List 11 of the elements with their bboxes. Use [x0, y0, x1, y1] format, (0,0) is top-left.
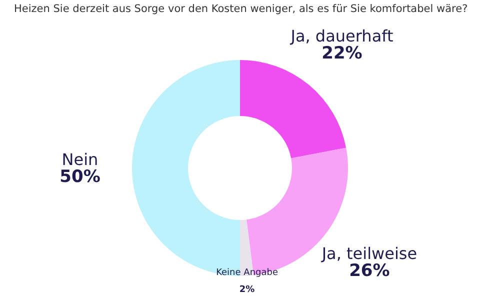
slice-label: Keine Angabe — [216, 268, 278, 278]
slice-label: Ja, dauerhaft — [290, 26, 394, 46]
data-label: 2% — [239, 284, 255, 295]
chart-title: Heizen Sie derzeit aus Sorge vor den Kosten weniger, als es für Sie komfortabel wäre? — [14, 3, 468, 16]
data-label: 50% — [60, 167, 100, 187]
data-label: 26% — [349, 261, 390, 282]
data-label: 22% — [322, 44, 362, 64]
donut-slice — [240, 60, 346, 158]
slice-label: Nein — [62, 150, 98, 169]
slice-label: Ja, teilweise — [320, 244, 418, 264]
donut-slice — [132, 60, 240, 276]
